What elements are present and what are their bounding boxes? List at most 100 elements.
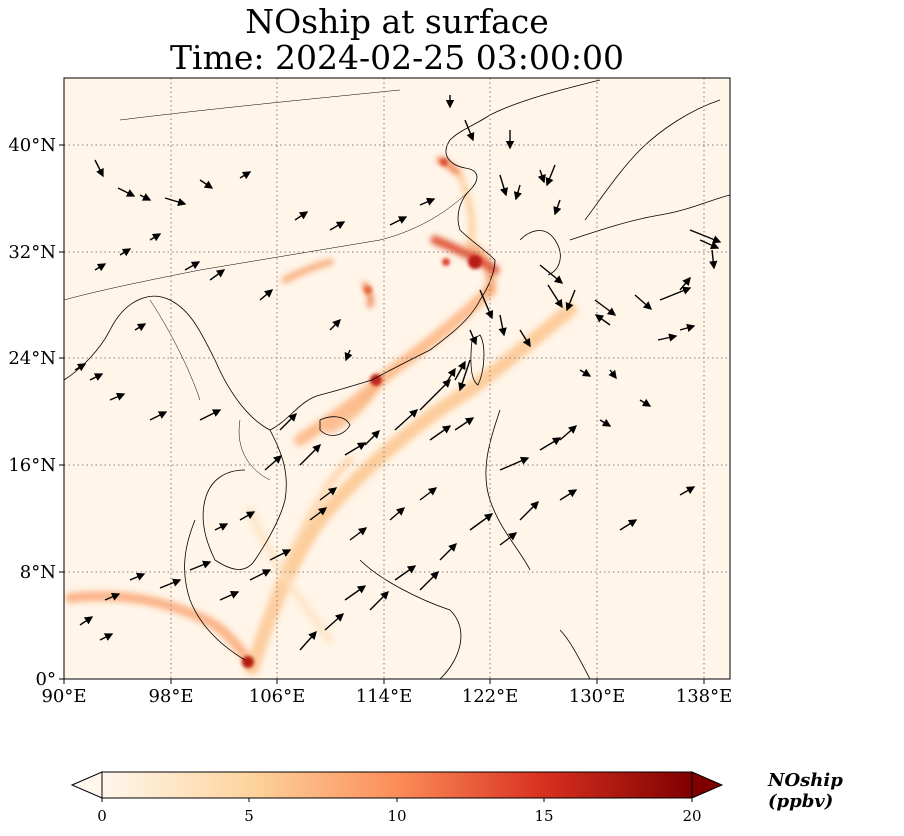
wind-arrow-icon (164, 197, 187, 207)
colorbar: 0 5 10 15 20 (70, 771, 724, 825)
wind-arrow-icon (537, 169, 546, 184)
wind-arrow-icon (519, 329, 531, 348)
wind-arrow-icon (199, 179, 214, 189)
wind-arrow-icon (109, 392, 126, 401)
wind-arrow-icon (464, 119, 475, 142)
wind-arrow-icon (469, 329, 478, 346)
wind-arrow-icon (264, 455, 283, 471)
wind-arrow-icon (159, 578, 182, 589)
wind-arrow-icon (699, 239, 720, 249)
wind-arrow-icon (454, 360, 466, 381)
wind-arrow-icon (364, 430, 380, 446)
wind-arrow-icon (134, 323, 147, 332)
lat-tick-label: 32°N (8, 242, 56, 263)
wind-vector-field (74, 95, 722, 651)
wind-arrow-icon (329, 319, 341, 331)
wind-arrow-icon (657, 333, 678, 342)
wind-arrow-icon (269, 549, 292, 561)
wind-arrow-icon (319, 487, 338, 501)
wind-arrow-icon (94, 159, 104, 178)
wind-arrow-icon (539, 437, 562, 451)
lat-tick-marks (59, 144, 64, 680)
lon-tick-label: 122°E (462, 686, 519, 707)
wind-arrow-icon (689, 229, 722, 244)
lon-tick-label: 106°E (249, 686, 306, 707)
wind-arrow-icon (469, 513, 494, 531)
wind-arrow-icon (499, 456, 530, 471)
colorbar-bar (101, 771, 693, 799)
wind-arrow-icon (679, 276, 691, 291)
wind-arrow-icon (419, 487, 438, 501)
wind-arrow-icon (639, 398, 652, 407)
lon-tick-label: 130°E (569, 686, 626, 707)
wind-arrow-icon (344, 585, 367, 601)
wind-arrow-icon (429, 425, 452, 441)
wind-arrow-icon (634, 294, 653, 310)
wind-arrow-icon (565, 289, 576, 312)
wind-arrow-icon (389, 216, 408, 226)
wind-arrow-icon (74, 363, 87, 372)
map-panel (64, 78, 730, 679)
colorbar-tick-label: 15 (534, 807, 553, 825)
coastlines (64, 79, 730, 679)
wind-arrow-icon (199, 409, 222, 421)
wind-arrow-icon (419, 571, 439, 591)
wind-arrow-icon (94, 263, 107, 272)
wind-arrow-icon (117, 187, 136, 197)
title-line-1: NOship at surface (245, 2, 549, 41)
wind-arrow-icon (479, 289, 494, 320)
wind-arrow-icon (499, 532, 518, 546)
wind-arrow-icon (519, 501, 539, 521)
wind-arrow-icon (553, 199, 562, 216)
colorbar-tick-label: 5 (244, 807, 254, 825)
wind-arrow-icon (344, 349, 353, 362)
wind-arrow-icon (349, 527, 368, 541)
colorbar-tick-label: 0 (97, 807, 107, 825)
country-borders (64, 89, 471, 481)
colorbar-min-extend (70, 771, 103, 799)
wind-arrow-icon (129, 572, 146, 581)
wind-arrow-icon (709, 249, 718, 270)
wind-arrow-icon (599, 418, 612, 427)
wind-arrow-icon (89, 373, 104, 381)
figure-title: NOship at surface Time: 2024-02-25 03:00… (64, 4, 730, 76)
wind-arrow-icon (209, 269, 226, 281)
wind-arrow-icon (619, 519, 638, 531)
colorbar-max-extend (691, 771, 724, 799)
wind-arrow-icon (344, 442, 367, 456)
wind-arrow-icon (259, 289, 274, 301)
lat-tick-label: 0° (36, 669, 56, 690)
wind-arrow-icon (219, 591, 240, 601)
wind-arrow-icon (309, 507, 328, 521)
wind-arrow-icon (439, 543, 457, 561)
wind-arrow-icon (679, 323, 696, 332)
lat-tick-label: 24°N (8, 348, 56, 369)
wind-arrow-icon (454, 417, 475, 431)
wind-arrow-icon (149, 411, 168, 421)
wind-arrow-icon (279, 413, 297, 431)
wind-arrow-icon (679, 486, 696, 496)
concentration-hotspots (242, 158, 482, 668)
wind-arrow-icon (579, 368, 592, 377)
colorbar-label: NOship (ppbv) (768, 770, 843, 812)
wind-arrow-icon (239, 171, 252, 180)
wind-arrow-icon (369, 591, 389, 611)
wind-arrow-icon (394, 565, 417, 581)
wind-arrow-icon (559, 489, 578, 501)
wind-arrow-icon (513, 184, 522, 201)
wind-arrow-icon (444, 367, 456, 386)
lon-tick-labels: 90°E 98°E 106°E 114°E 122°E 130°E 138°E (41, 686, 732, 707)
wind-arrow-icon (608, 369, 617, 380)
wind-arrow-icon (539, 264, 564, 284)
wind-arrow-icon (329, 221, 346, 231)
wind-arrow-icon (498, 314, 507, 337)
gridlines (64, 78, 730, 679)
wind-arrow-icon (458, 359, 471, 392)
wind-arrow-icon (79, 616, 94, 626)
wind-arrow-icon (184, 261, 201, 271)
wind-arrow-icon (294, 211, 309, 221)
wind-arrow-icon (559, 425, 578, 441)
wind-arrow-icon (499, 174, 509, 197)
wind-arrow-icon (545, 164, 556, 187)
